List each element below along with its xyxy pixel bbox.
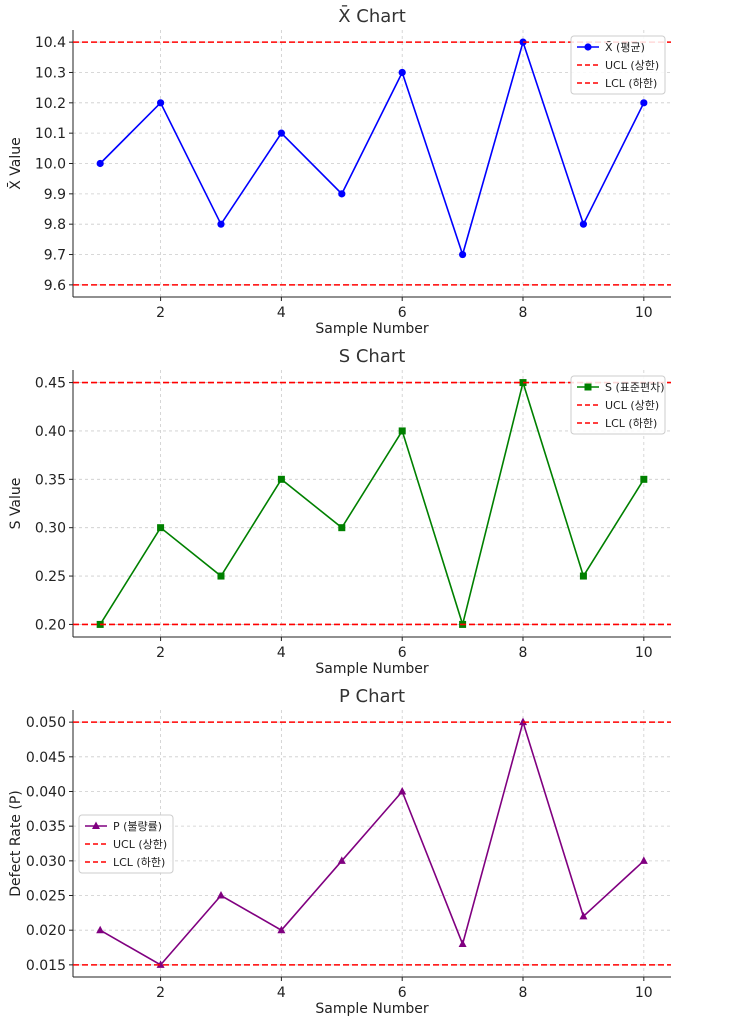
data-point — [640, 99, 648, 107]
data-point — [640, 475, 648, 483]
y-tick-label: 10.4 — [35, 35, 66, 51]
legend-box — [78, 814, 174, 874]
y-tick-label: 9.6 — [44, 278, 66, 294]
y-tick-label: 0.020 — [26, 923, 66, 939]
y-tick-label: 10.2 — [35, 96, 66, 112]
y-axis-label: S Value — [8, 478, 24, 530]
y-tick-label: 0.050 — [26, 715, 66, 731]
chart-title: S Chart — [339, 346, 406, 367]
data-point — [337, 856, 346, 864]
chart-2: S Chart 2 4 6 8 10 0.20 0.25 0.30 0.35 0.40 0.45 Sam… — [8, 346, 671, 677]
data-point — [277, 129, 285, 137]
data-point — [398, 68, 406, 77]
chart-title: X̄ Chart — [338, 5, 406, 27]
series-line — [99, 379, 645, 628]
x-tick-label: 8 — [519, 645, 528, 661]
data-point — [459, 250, 467, 259]
series-line — [99, 39, 645, 258]
data-point — [579, 220, 588, 228]
y-tick-label: 10.1 — [35, 126, 66, 142]
legend-marker — [584, 383, 592, 391]
x-tick-label: 4 — [277, 305, 286, 321]
y-tick-label: 0.45 — [35, 376, 66, 392]
series-line — [99, 719, 645, 966]
chart-1: X̄ Chart 2 4 6 8 10 9.6 9.7 9.8 9.9 10.0 10.1 10.2 10… — [6, 5, 671, 337]
legend: S (표준편차) UCL (상한) LCL (하한) — [570, 375, 666, 435]
x-tick-label: 4 — [277, 985, 286, 1001]
data-point — [639, 856, 648, 864]
legend-label: X̄ (평균) — [605, 41, 645, 54]
y-tick-label: 9.8 — [44, 217, 66, 233]
legend-label: LCL (하한) — [605, 416, 657, 430]
x-axis-label: Sample Number — [315, 661, 428, 677]
y-axis-label: Defect Rate (P) — [8, 790, 24, 897]
x-tick-label: 6 — [398, 645, 407, 661]
y-tick-label: 0.35 — [35, 472, 66, 488]
y-tick-label: 0.40 — [35, 424, 66, 440]
y-tick-label: 0.25 — [35, 569, 66, 585]
x-tick-label: 6 — [398, 305, 407, 321]
y-tick-label: 0.025 — [26, 889, 66, 905]
x-tick-label: 6 — [398, 985, 407, 1001]
y-tick-label: 9.9 — [44, 187, 66, 203]
x-axis-label: Sample Number — [315, 321, 428, 337]
chart-3: P Chart 2 4 6 8 10 0.015 0.020 0.025 0.030 0.035 0.… — [8, 686, 671, 1017]
legend-marker — [92, 821, 100, 829]
legend-marker — [584, 43, 592, 51]
y-tick-label: 0.015 — [26, 958, 66, 974]
data-point — [579, 911, 588, 920]
data-point — [398, 427, 406, 435]
data-point — [398, 786, 407, 795]
legend: X̄ (평균) UCL (상한) LCL (하한) — [570, 35, 666, 95]
data-point — [277, 475, 285, 483]
legend-label: LCL (하한) — [605, 76, 657, 90]
legend-box — [570, 375, 666, 435]
x-tick-label: 4 — [277, 645, 286, 661]
data-point — [217, 220, 225, 228]
data-point — [96, 925, 105, 934]
legend-label: S (표준편차) — [605, 381, 665, 394]
legend-box — [570, 35, 666, 95]
data-point — [156, 960, 165, 968]
x-tick-label: 8 — [519, 985, 528, 1001]
x-tick-label: 10 — [635, 645, 653, 661]
y-tick-label: 0.030 — [26, 854, 66, 870]
y-tick-label: 10.3 — [35, 65, 66, 81]
y-tick-label: 9.7 — [44, 248, 66, 264]
data-point — [156, 99, 165, 107]
data-point — [277, 925, 286, 934]
y-tick-label: 0.035 — [26, 819, 66, 835]
data-point — [216, 891, 225, 899]
y-tick-label: 0.040 — [26, 784, 66, 800]
data-point — [579, 572, 587, 580]
x-tick-label: 2 — [156, 645, 165, 661]
x-tick-label: 10 — [635, 985, 653, 1001]
x-tick-label: 2 — [156, 985, 165, 1001]
x-tick-label: 10 — [635, 305, 653, 321]
y-tick-label: 10.0 — [35, 157, 66, 173]
legend-label: P (불량률) — [113, 820, 162, 833]
legend: P (불량률) UCL (상한) LCL (하한) — [78, 814, 174, 874]
data-point — [217, 572, 225, 580]
data-point — [458, 939, 467, 948]
chart-title: P Chart — [339, 686, 405, 707]
data-point — [338, 190, 346, 198]
data-point — [157, 524, 165, 532]
x-tick-label: 8 — [519, 305, 528, 321]
data-point — [338, 524, 346, 532]
y-axis-label: X̄ Value — [6, 137, 24, 190]
x-axis-label: Sample Number — [315, 1001, 428, 1017]
legend-label: UCL (상한) — [113, 838, 167, 851]
y-tick-label: 0.045 — [26, 750, 66, 766]
legend-label: UCL (상한) — [605, 59, 659, 72]
legend-label: UCL (상한) — [605, 399, 659, 412]
x-tick-label: 2 — [156, 305, 165, 321]
legend-label: LCL (하한) — [113, 855, 165, 869]
data-point — [96, 159, 104, 168]
y-tick-label: 0.20 — [35, 617, 66, 633]
y-tick-label: 0.30 — [35, 521, 66, 537]
